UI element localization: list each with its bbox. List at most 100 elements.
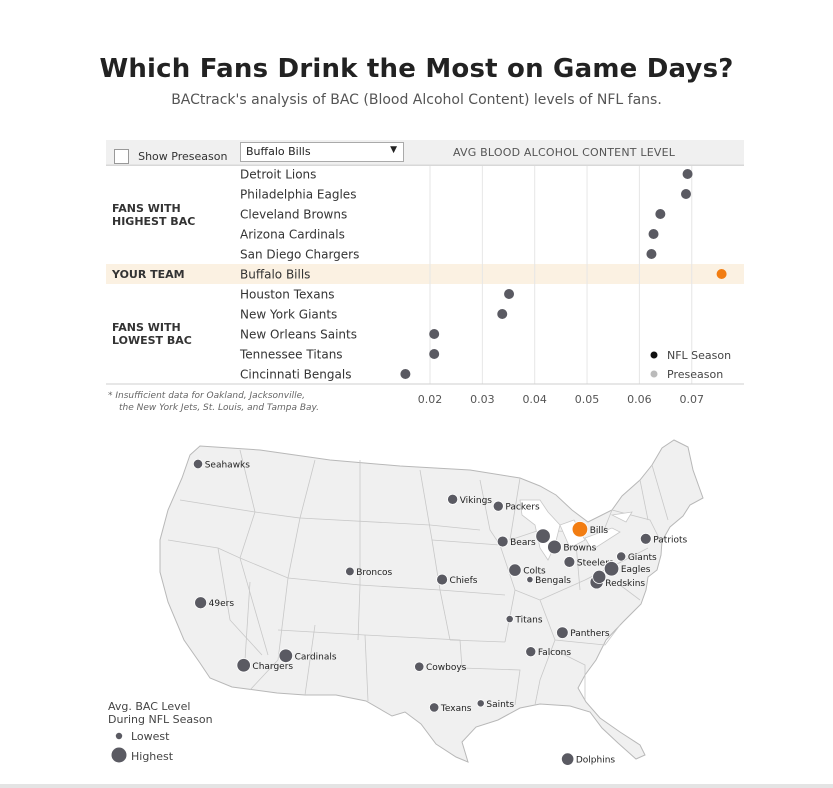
axis-title: AVG BLOOD ALCOHOL CONTENT LEVEL (453, 146, 676, 159)
dot-plot-chart: 0.02 0.03 0.04 0.05 0.06 0.07 Detroit Lions Phi… (106, 164, 744, 406)
map-bubble[interactable] (429, 702, 440, 713)
team-dot[interactable] (429, 329, 440, 339)
team-dot[interactable] (400, 369, 411, 379)
team-dot[interactable] (429, 349, 440, 359)
map-bubble-label: Chiefs (450, 576, 478, 586)
team-row-label: Cleveland Browns (240, 208, 347, 222)
x-tick-label: 0.06 (627, 393, 652, 406)
map-bubble[interactable] (616, 551, 627, 562)
team-row-label: Cincinnati Bengals (240, 368, 351, 382)
team-dot[interactable] (682, 169, 693, 179)
preseason-label: Show Preseason (138, 150, 228, 163)
footnote: * Insufficient data for Oakland, Jackson… (108, 390, 319, 414)
team-dot[interactable] (504, 289, 515, 299)
team-dot[interactable] (655, 209, 666, 219)
legend-preseason-dot (650, 370, 658, 378)
map-bubble[interactable] (571, 521, 589, 538)
us-outline (159, 439, 704, 763)
your-team-band (106, 264, 744, 284)
map-bubble-label: Seahawks (205, 461, 251, 471)
group-label-lowest: FANS WITH (112, 321, 181, 334)
team-dot[interactable] (497, 309, 508, 319)
footnote-line-2: the New York Jets, St. Louis, and Tampa … (119, 403, 320, 413)
map-bubble[interactable] (508, 563, 522, 577)
map-bubble-label: Bills (590, 526, 609, 536)
page-subtitle: BACtrack's analysis of BAC (Blood Alcoho… (171, 92, 662, 108)
x-tick-label: 0.04 (522, 393, 547, 406)
map-bubble[interactable] (563, 556, 576, 568)
preseason-checkbox[interactable] (114, 149, 129, 164)
map-bubble[interactable] (561, 752, 575, 766)
map-bubble-label: Chargers (252, 662, 293, 672)
map-bubble-label: Browns (563, 543, 596, 553)
map-bubble[interactable] (476, 699, 485, 708)
map-bubble-label: Cowboys (426, 663, 467, 673)
map-bubble-label: Bears (510, 538, 536, 548)
map-bubble[interactable] (447, 493, 459, 505)
map-bubble[interactable] (547, 539, 562, 555)
control-bar: Show Preseason Buffalo Bills ▼ AVG BLOOD… (106, 140, 744, 166)
map-bubble-label: Vikings (460, 496, 493, 506)
footnote-line-1: * Insufficient data for Oakland, Jackson… (108, 391, 305, 401)
map-bubble[interactable] (603, 561, 620, 577)
team-row-label: Philadelphia Eagles (240, 188, 356, 202)
map-bubble-label: Bengals (535, 576, 571, 586)
map-bubble[interactable] (492, 500, 504, 512)
map-bubble[interactable] (414, 661, 425, 672)
map-legend-subtitle: During NFL Season (108, 713, 213, 726)
team-row-label: San Diego Chargers (240, 248, 359, 262)
team-row-label: Arizona Cardinals (240, 228, 345, 242)
team-row-label: New Orleans Saints (240, 328, 357, 342)
team-row-label: Detroit Lions (240, 168, 316, 182)
chevron-down-icon: ▼ (390, 145, 397, 155)
legend-preseason-label: Preseason (667, 368, 723, 381)
map-bubble[interactable] (592, 569, 607, 584)
x-tick-label: 0.05 (575, 393, 600, 406)
legend-nfl-season-dot (650, 351, 658, 359)
great-lakes (519, 499, 633, 561)
map-bubble[interactable] (589, 575, 604, 590)
preseason-toggle[interactable]: Show Preseason (114, 146, 228, 164)
map-bubble[interactable] (496, 535, 509, 548)
map-bubble[interactable] (505, 614, 514, 624)
map-bubble[interactable] (535, 528, 551, 544)
team-dot[interactable] (648, 229, 659, 239)
map-bubble[interactable] (236, 658, 251, 673)
map-bubble[interactable] (639, 532, 652, 545)
map-bubble-label: Texans (440, 704, 472, 714)
group-label-lowest: LOWEST BAC (112, 334, 192, 347)
x-tick-label: 0.07 (680, 393, 705, 406)
map-bubble-label: Broncos (356, 568, 392, 578)
x-tick-label: 0.02 (418, 393, 443, 406)
map-legend-lowest: Lowest (131, 730, 170, 743)
map-bubble-label: Packers (505, 503, 540, 513)
map-legend-highest: Highest (131, 750, 174, 763)
group-label-highest: FANS WITH (112, 202, 181, 215)
map-bubble-label: Dolphins (576, 756, 616, 766)
team-dot[interactable] (680, 189, 691, 199)
map-bubble-label: Redskins (605, 579, 645, 589)
map-bubble[interactable] (556, 626, 569, 639)
page-title: Which Fans Drink the Most on Game Days? (99, 54, 734, 84)
team-select[interactable]: Buffalo Bills ▼ (240, 142, 404, 162)
legend-highest-dot (111, 747, 127, 763)
map-bubble[interactable] (278, 648, 294, 663)
map-bubble[interactable] (525, 646, 537, 658)
team-row-label: Buffalo Bills (240, 268, 310, 282)
legend-lowest-dot (115, 732, 123, 740)
map-bubble[interactable] (436, 573, 448, 586)
team-dot[interactable] (646, 249, 657, 259)
map-bubble-label: Cardinals (295, 652, 337, 662)
map-bubble-label: Falcons (538, 648, 572, 658)
map-bubble[interactable] (345, 566, 355, 577)
map-bubble[interactable] (194, 596, 208, 610)
your-team-dot[interactable] (716, 269, 727, 279)
map-bubble[interactable] (526, 575, 534, 584)
team-row-label: Tennessee Titans (239, 348, 343, 362)
map-bubble-label: Colts (523, 567, 546, 577)
bottom-bar (0, 784, 833, 788)
map-bubble-label: Patriots (653, 535, 687, 545)
map-bubble[interactable] (192, 458, 204, 470)
us-map-states (159, 439, 704, 763)
group-label-highest: HIGHEST BAC (112, 215, 195, 228)
